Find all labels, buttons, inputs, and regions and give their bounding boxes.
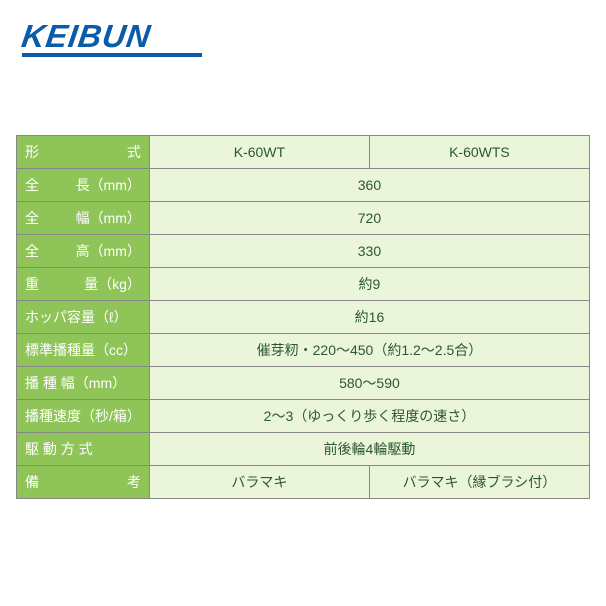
table-row: 標準播種量（cc） 催芽籾・220〜450（約1.2〜2.5合） [17,334,590,367]
row-label-main: 全 [25,175,39,195]
table-row: 備考バラマキバラマキ（縁ブラシ付） [17,466,590,499]
row-header: 播 種 幅（mm） [17,367,150,400]
row-label-sub: 考 [127,472,141,492]
row-header: 駆 動 方 式 [17,433,150,466]
spec-table: 形式K-60WTK-60WTS全長（mm）360全幅（mm）720全高（mm）3… [16,135,590,499]
row-header: 播種速度（秒/箱） [17,400,150,433]
row-value-col1: バラマキ [149,466,369,499]
row-value-merged: 約9 [149,268,589,301]
table-row: 全 長（mm） 360 [17,169,590,202]
table-row: 形式K-60WTK-60WTS [17,136,590,169]
row-label-sub: 高（mm） [76,241,141,261]
table-row: 播 種 幅（mm） 580〜590 [17,367,590,400]
row-header: 全 高（mm） [17,235,150,268]
row-label-sub: 長（mm） [76,175,141,195]
row-value-merged: 720 [149,202,589,235]
row-value-merged: 330 [149,235,589,268]
row-value-merged: 約16 [149,301,589,334]
row-label-sub: 幅（mm） [76,208,141,228]
row-header: 形式 [17,136,150,169]
row-label-main: ホッパ容量（ℓ） [25,309,128,325]
table-row: 播種速度（秒/箱） 2〜3（ゆっくり歩く程度の速さ） [17,400,590,433]
row-value-merged: 前後輪4輪駆動 [149,433,589,466]
table-row: 重 量（kg） 約9 [17,268,590,301]
row-label-main: 重 [25,274,39,294]
row-label-main: 駆 動 方 式 [25,441,93,457]
spec-table-wrapper: 形式K-60WTK-60WTS全長（mm）360全幅（mm）720全高（mm）3… [0,65,606,499]
row-label-main: 備 [25,472,39,492]
table-row: 全 高（mm） 330 [17,235,590,268]
table-row: ホッパ容量（ℓ） 約16 [17,301,590,334]
row-header: ホッパ容量（ℓ） [17,301,150,334]
row-header: 標準播種量（cc） [17,334,150,367]
table-row: 駆 動 方 式 前後輪4輪駆動 [17,433,590,466]
row-value-merged: 360 [149,169,589,202]
row-value-merged: 2〜3（ゆっくり歩く程度の速さ） [149,400,589,433]
row-value-merged: 催芽籾・220〜450（約1.2〜2.5合） [149,334,589,367]
row-value-col1: K-60WT [149,136,369,169]
logo-text: KEIBUN [19,18,153,55]
row-header: 備考 [17,466,150,499]
row-label-main: 播種速度（秒/箱） [25,408,141,424]
row-label-main: 全 [25,208,39,228]
logo-area: KEIBUN [0,0,606,65]
row-label-main: 標準播種量（cc） [25,342,137,358]
row-header: 全 幅（mm） [17,202,150,235]
row-label-sub: 量（kg） [84,274,141,294]
table-row: 全 幅（mm） 720 [17,202,590,235]
row-label-main: 播 種 幅（mm） [25,375,126,391]
row-value-merged: 580〜590 [149,367,589,400]
page-container: KEIBUN 形式K-60WTK-60WTS全長（mm）360全幅（mm）720… [0,0,606,606]
row-label-sub: 式 [127,142,141,162]
row-header: 重 量（kg） [17,268,150,301]
row-value-col2: バラマキ（縁ブラシ付） [369,466,589,499]
row-value-col2: K-60WTS [369,136,589,169]
row-header: 全 長（mm） [17,169,150,202]
row-label-main: 全 [25,241,39,261]
row-label-main: 形 [25,142,39,162]
